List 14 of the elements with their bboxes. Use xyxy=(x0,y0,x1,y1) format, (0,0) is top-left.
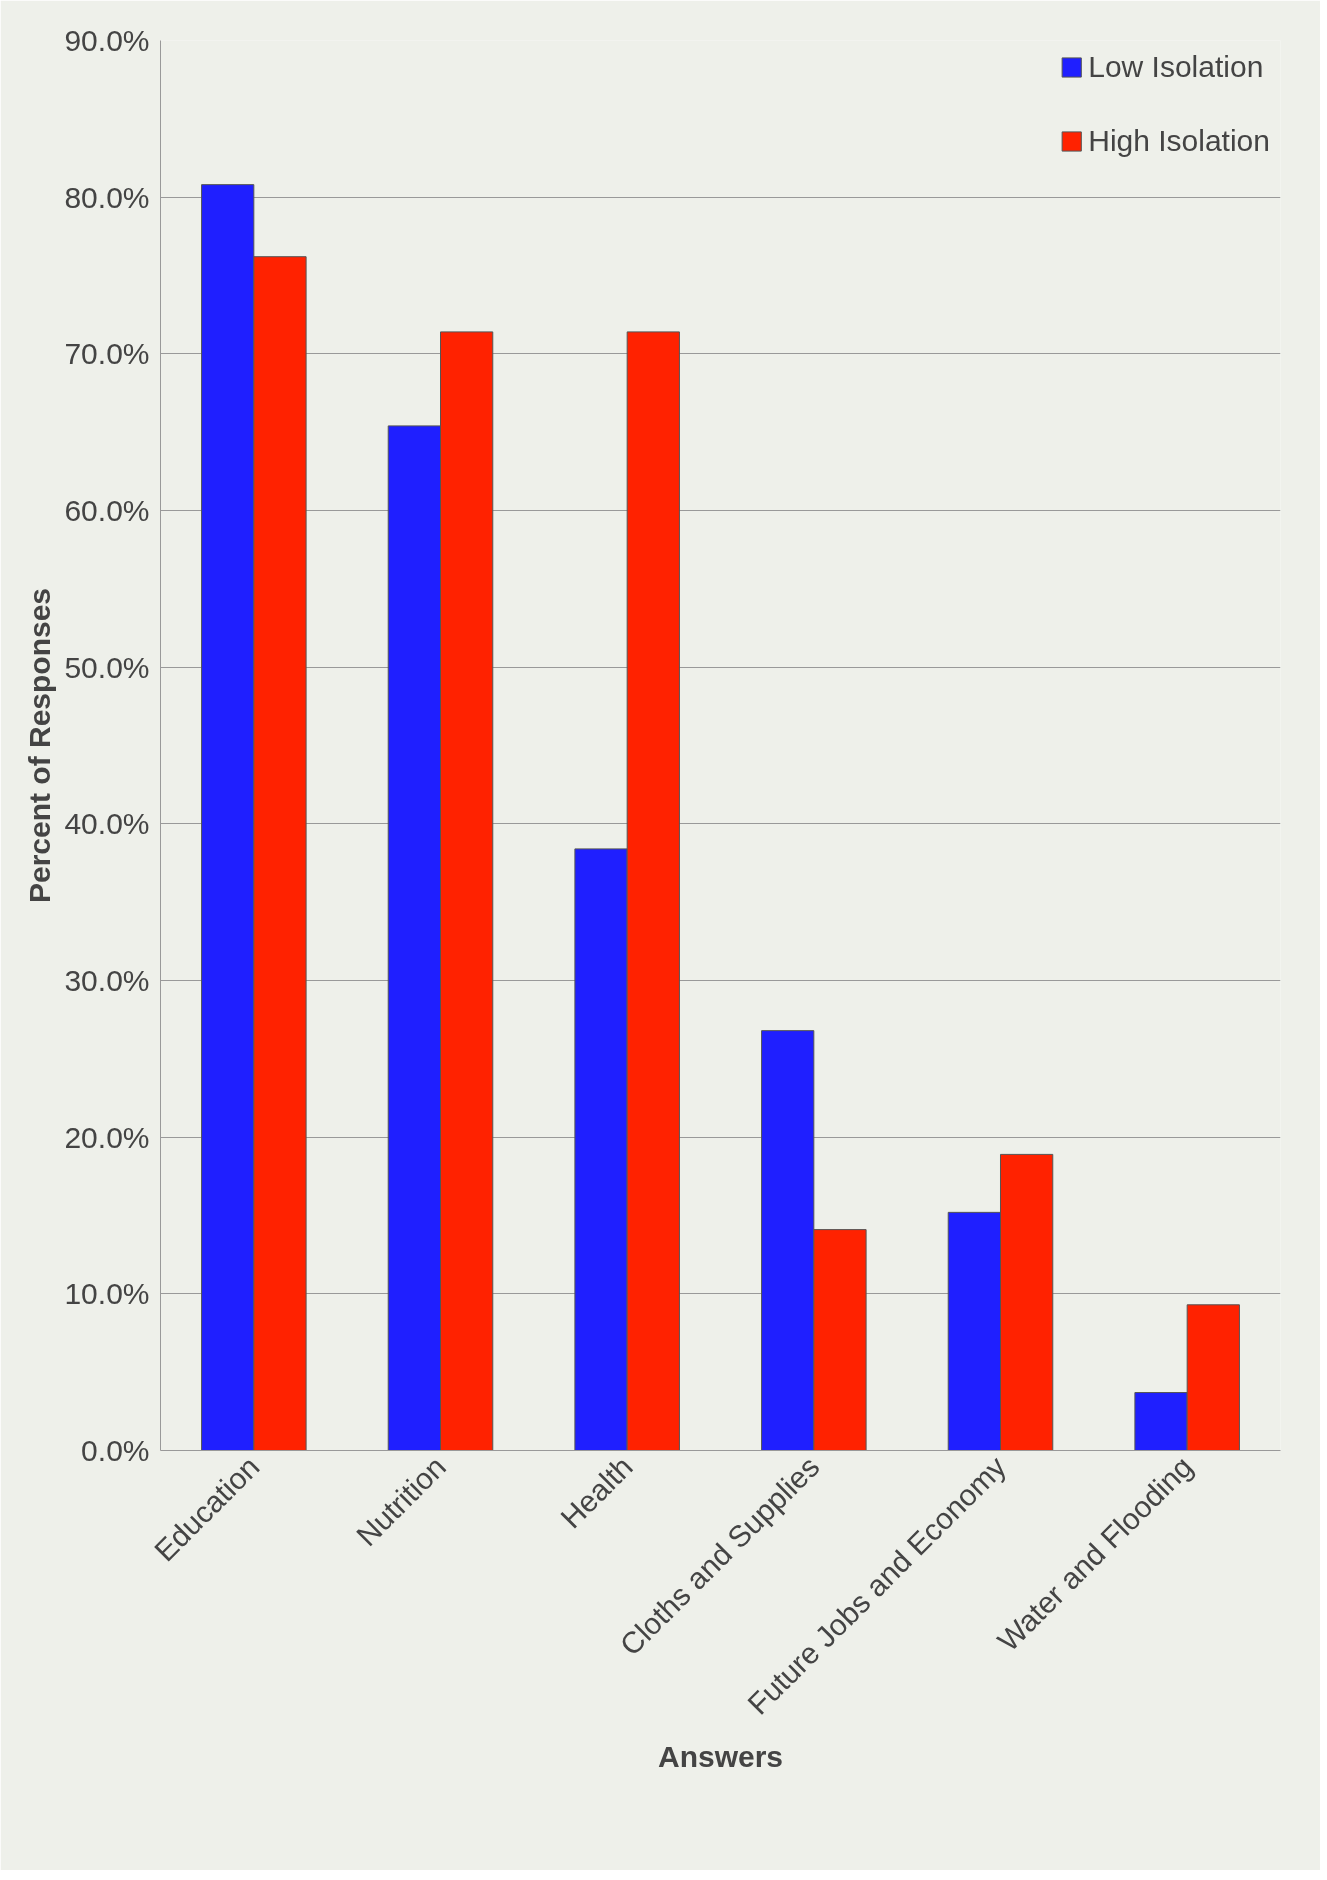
x-axis-title: Answers xyxy=(657,1740,784,1774)
y-tick-label: 0.0% xyxy=(81,1434,150,1467)
legend-label: Low Isolation xyxy=(1088,50,1264,84)
y-tick-label: 40.0% xyxy=(64,807,150,841)
y-tick-label: 10.0% xyxy=(64,1277,150,1311)
y-tick-label: 90.0% xyxy=(64,24,150,57)
y-tick-label: 50.0% xyxy=(64,650,150,684)
y-tick-label: 70.0% xyxy=(64,337,150,371)
y-tick-label: 30.0% xyxy=(64,964,150,997)
y-tick-label: 80.0% xyxy=(64,180,150,214)
y-axis-title: Percent of Responses xyxy=(23,587,57,904)
y-tick-label: 60.0% xyxy=(64,494,150,527)
y-tick-label: 20.0% xyxy=(64,1120,150,1154)
legend-label: High Isolation xyxy=(1088,124,1270,158)
